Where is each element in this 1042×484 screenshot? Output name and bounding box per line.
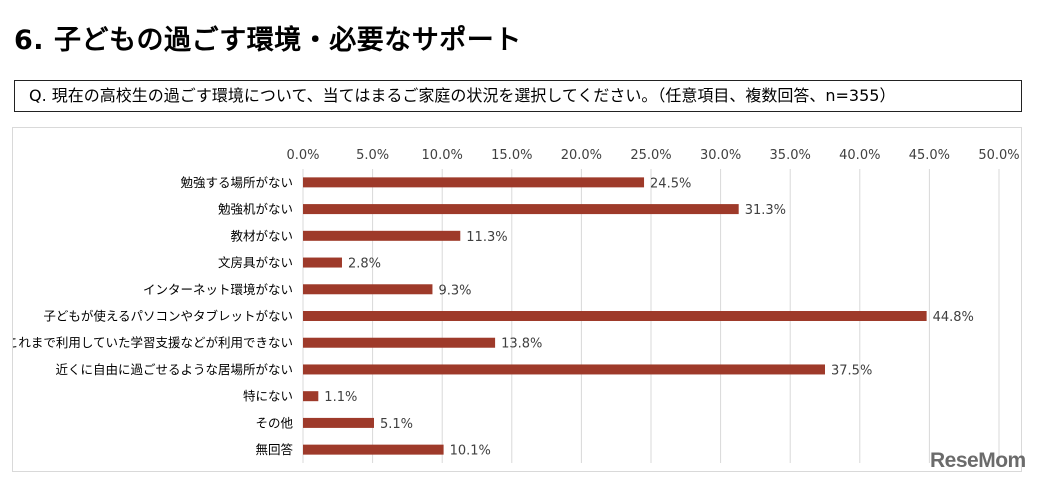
- bar: [303, 177, 645, 188]
- data-label: 11.3%: [466, 230, 507, 245]
- category-label: インターネット環境がない: [143, 282, 293, 297]
- category-label: 教材がない: [230, 228, 293, 243]
- chart-frame: 0.0% 5.0% 10.0% 15.0% 20.0% 25.0% 30.0% 35.0% 40…: [12, 127, 1022, 472]
- page-title: 6. 子どもの過ごす環境・必要なサポート: [14, 25, 522, 56]
- x-tick-label: 25.0%: [630, 148, 671, 163]
- data-label: 10.1%: [450, 444, 491, 459]
- category-label: 子どもが使えるパソコンやタブレットがない: [43, 309, 293, 324]
- bar: [303, 230, 461, 241]
- data-label: 9.3%: [438, 283, 471, 298]
- data-label: 2.8%: [348, 257, 381, 272]
- data-label: 31.3%: [745, 203, 786, 218]
- bar: [303, 337, 496, 348]
- bar: [303, 391, 319, 402]
- category-label: 無回答: [255, 442, 293, 457]
- data-label: 44.8%: [933, 310, 974, 325]
- data-label: 1.1%: [324, 390, 357, 405]
- category-label: これまで利用していた学習支援などが利用できない: [13, 335, 293, 350]
- x-tick-label: 0.0%: [286, 148, 319, 163]
- category-label: 文房具がない: [218, 255, 293, 270]
- category-label: 近くに自由に過ごせるような居場所がない: [55, 362, 293, 377]
- x-tick-label: 50.0%: [978, 148, 1019, 163]
- bar: [303, 204, 739, 215]
- question-box: Q. 現在の高校生の過ごす環境について、当てはまるご家庭の状況を選択してください…: [14, 80, 1022, 112]
- x-tick-label: 5.0%: [356, 148, 389, 163]
- category-label: 勉強する場所がない: [180, 175, 293, 190]
- x-tick-label: 45.0%: [909, 148, 950, 163]
- data-label: 13.8%: [501, 337, 542, 352]
- x-tick-label: 35.0%: [770, 148, 811, 163]
- data-label: 37.5%: [831, 363, 872, 378]
- x-tick-label: 15.0%: [491, 148, 532, 163]
- bar: [303, 311, 927, 321]
- x-tick-label: 20.0%: [561, 148, 602, 163]
- bar: [303, 284, 433, 295]
- category-label: 特にない: [243, 389, 293, 404]
- x-tick-label: 10.0%: [422, 148, 463, 163]
- data-label: 24.5%: [650, 176, 691, 191]
- category-label: その他: [255, 415, 293, 430]
- bar: [303, 257, 342, 268]
- category-label: 勉強机がない: [218, 202, 293, 217]
- bar: [303, 444, 444, 455]
- data-label: 5.1%: [380, 417, 413, 432]
- bar-chart: 0.0% 5.0% 10.0% 15.0% 20.0% 25.0% 30.0% 35.0% 40…: [13, 148, 1020, 463]
- bar: [303, 364, 825, 375]
- x-tick-label: 40.0%: [839, 148, 880, 163]
- x-tick-label: 30.0%: [700, 148, 741, 163]
- resemom-watermark: ReseMom: [930, 449, 1026, 472]
- bar: [303, 417, 374, 428]
